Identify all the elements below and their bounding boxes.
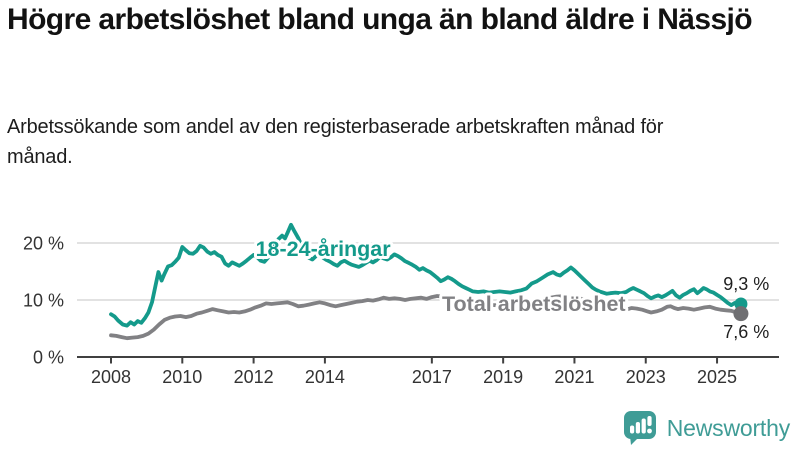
y-axis-tick-label: 10 %: [23, 291, 64, 311]
x-axis-tick-label: 2010: [162, 367, 202, 387]
y-axis-tick-label: 20 %: [23, 234, 64, 254]
newsworthy-logo-icon: [623, 411, 656, 445]
x-axis-tick-label: 2014: [305, 367, 345, 387]
x-axis-tick-label: 2023: [626, 367, 666, 387]
y-axis-tick-label: 0 %: [33, 348, 64, 368]
series-label: 18-24-åringar: [256, 237, 392, 261]
series-end-value-label: 7,6 %: [723, 322, 769, 342]
newsworthy-logo[interactable]: Newsworthy: [621, 410, 790, 446]
x-axis-tick-label: 2012: [234, 367, 274, 387]
x-axis-tick-label: 2019: [483, 367, 523, 387]
logo-bars-glyph: [629, 416, 652, 434]
series-label: Total arbetslöshet: [442, 292, 626, 316]
x-axis-tick-label: 2008: [91, 367, 131, 387]
series-end-value-label: 9,3 %: [723, 274, 769, 294]
x-axis-tick-label: 2025: [697, 367, 737, 387]
series-line: [109, 294, 743, 341]
series-end-dot: [733, 306, 749, 322]
series-line: [109, 222, 743, 328]
chart-subtitle: Arbetssökande som andel av den registerb…: [7, 116, 664, 168]
chart-title: Högre arbetslöshet bland unga än bland ä…: [7, 3, 753, 36]
newsworthy-logo-text: Newsworthy: [666, 414, 790, 441]
x-axis-tick-label: 2017: [412, 367, 452, 387]
x-axis-tick-label: 2021: [554, 367, 594, 387]
